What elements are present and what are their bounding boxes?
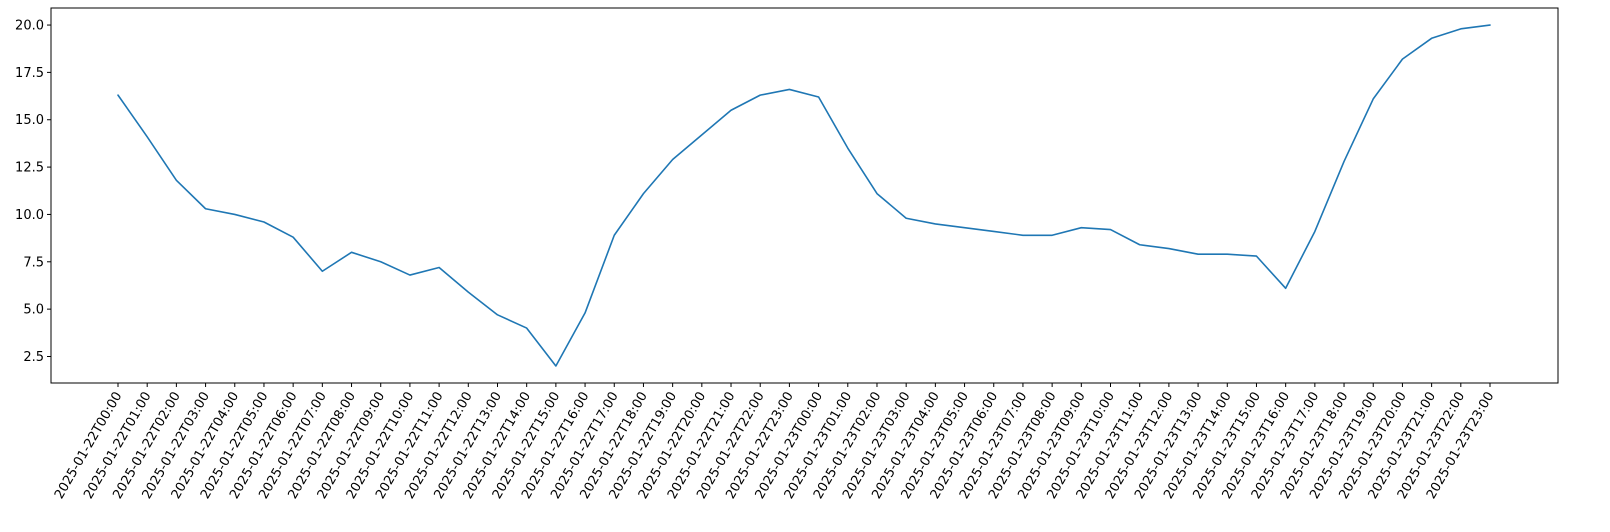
y-tick-label: 2.5 [23,350,44,365]
y-tick-label: 10.0 [15,208,44,223]
y-tick-label: 7.5 [23,255,44,270]
y-tick-label: 20.0 [15,19,44,34]
plot-frame [50,7,1559,384]
x-axis: 2025-01-22T00:002025-01-22T01:002025-01-… [52,383,1497,502]
y-tick-label: 12.5 [15,161,44,176]
y-tick-label: 5.0 [23,303,44,318]
y-tick-label: 17.5 [15,66,44,81]
y-tick-label: 15.0 [15,113,44,128]
series-layer [117,24,1491,367]
series-line [117,24,1491,367]
y-axis: 2.5 5.0 7.5 10.0 12.5 15.0 17.5 20.0 [15,19,51,365]
